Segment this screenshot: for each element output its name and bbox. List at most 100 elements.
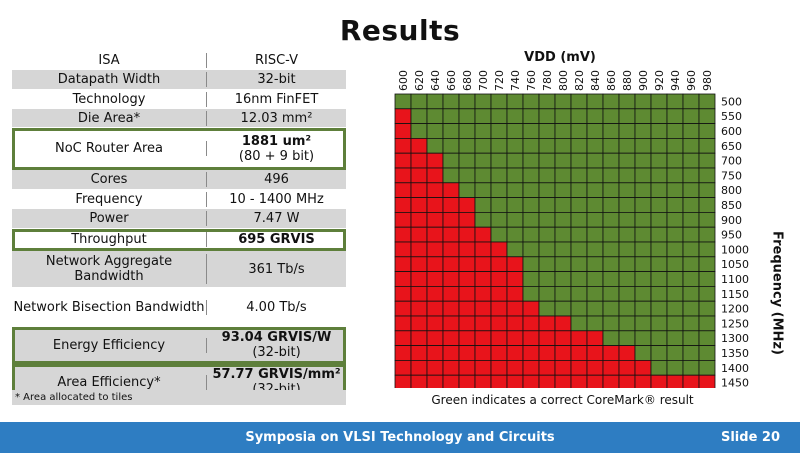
shmoo-cell-pass (602, 152, 620, 169)
shmoo-plot: VDD (mV) 600 620 640 660 680 700 720 740 760 780 8… (350, 48, 800, 408)
shmoo-cell-fail (442, 315, 460, 332)
shmoo-cell-pass (618, 226, 636, 243)
shmoo-cell-pass (602, 256, 620, 273)
shmoo-cell-fail (474, 285, 492, 302)
shmoo-cell-pass (602, 226, 620, 243)
shmoo-cell-pass (682, 226, 700, 243)
shmoo-cell-pass (618, 211, 636, 228)
shmoo-cell-fail (522, 330, 540, 346)
y-tick-label: 1050 (721, 258, 749, 271)
table-row: Cores 496 (12, 170, 346, 190)
shmoo-cell-pass (538, 271, 556, 287)
shmoo-cell-pass (522, 226, 540, 243)
shmoo-cell-pass (586, 226, 604, 243)
shmoo-cell-pass (602, 300, 620, 317)
shmoo-cell-pass (586, 300, 604, 317)
shmoo-cell-pass (666, 330, 684, 346)
shmoo-cell-pass (618, 300, 636, 317)
shmoo-cell-pass (634, 123, 652, 139)
shmoo-cell-fail (426, 285, 444, 302)
table-value-sub: (32-bit) (252, 345, 301, 360)
shmoo-cell-fail (442, 226, 460, 243)
shmoo-cell-fail (410, 226, 428, 243)
y-tick-label: 700 (721, 155, 742, 168)
shmoo-cell-pass (634, 93, 652, 110)
shmoo-cell-pass (410, 123, 428, 139)
shmoo-cell-fail (554, 359, 572, 376)
shmoo-cell-pass (602, 211, 620, 228)
slide-title: Results (339, 14, 461, 47)
shmoo-cell-pass (698, 330, 716, 346)
shmoo-cell-pass (570, 123, 588, 139)
shmoo-cell-pass (570, 271, 588, 287)
shmoo-cell-fail (394, 211, 412, 228)
shmoo-cell-pass (570, 285, 588, 302)
shmoo-cell-pass (426, 123, 444, 139)
shmoo-cell-pass (458, 123, 476, 139)
shmoo-cell-pass (490, 138, 508, 154)
table-row-highlighted: Energy Efficiency 93.04 GRVIS/W (32-bit) (12, 327, 346, 364)
shmoo-cell-pass (538, 138, 556, 154)
shmoo-cell-fail (490, 374, 508, 388)
shmoo-cell-fail (506, 374, 524, 388)
shmoo-cell-pass (618, 330, 636, 346)
shmoo-cell-pass (506, 152, 524, 169)
shmoo-cell-pass (682, 93, 700, 110)
shmoo-cell-pass (490, 152, 508, 169)
shmoo-cell-fail (698, 374, 716, 388)
shmoo-cell-pass (650, 152, 668, 169)
shmoo-cell-pass (666, 152, 684, 169)
shmoo-cell-pass (554, 241, 572, 258)
shmoo-cell-pass (522, 138, 540, 154)
shmoo-cell-pass (570, 93, 588, 110)
shmoo-cell-pass (634, 152, 652, 169)
shmoo-cell-fail (538, 315, 556, 332)
table-key: Area Efficiency* (12, 374, 207, 390)
shmoo-cell-fail (442, 211, 460, 228)
shmoo-cell-pass (474, 123, 492, 139)
y-tick-label: 600 (721, 125, 742, 138)
shmoo-cell-pass (682, 167, 700, 184)
shmoo-cell-fail (458, 256, 476, 273)
table-row: Network Aggregate Bandwidth 361 Tb/s (12, 251, 346, 288)
shmoo-cell-pass (506, 211, 524, 228)
shmoo-cell-pass (522, 211, 540, 228)
x-tick-label: 640 (429, 70, 442, 91)
shmoo-cell-fail (586, 359, 604, 376)
shmoo-cell-pass (506, 108, 524, 124)
shmoo-cell-pass (474, 152, 492, 169)
shmoo-cell-fail (458, 300, 476, 317)
table-key: Network Bisection Bandwidth (12, 299, 207, 315)
y-tick-label: 950 (721, 229, 742, 242)
shmoo-cell-pass (666, 256, 684, 273)
shmoo-cell-fail (410, 256, 428, 273)
shmoo-cell-pass (602, 167, 620, 184)
shmoo-cell-pass (618, 152, 636, 169)
shmoo-cell-fail (586, 330, 604, 346)
shmoo-cell-pass (666, 241, 684, 258)
shmoo-cell-fail (490, 271, 508, 287)
shmoo-cell-fail (538, 374, 556, 388)
shmoo-cell-fail (394, 197, 412, 213)
shmoo-cell-fail (474, 345, 492, 361)
shmoo-cell-pass (554, 285, 572, 302)
shmoo-cell-pass (666, 226, 684, 243)
table-key: Power (12, 211, 207, 226)
shmoo-cell-fail (474, 241, 492, 258)
y-tick-label: 900 (721, 214, 742, 227)
shmoo-cell-fail (394, 256, 412, 273)
shmoo-cell-fail (650, 374, 668, 388)
spec-table: ISA RISC-V Datapath Width 32-bit Technol… (12, 51, 346, 401)
shmoo-cell-pass (666, 108, 684, 124)
legend-caption: Green indicates a correct CoreMark® resu… (431, 393, 694, 407)
shmoo-cell-fail (426, 167, 444, 184)
shmoo-cell-fail (442, 345, 460, 361)
shmoo-cell-pass (666, 167, 684, 184)
shmoo-cell-pass (586, 285, 604, 302)
shmoo-cell-pass (522, 241, 540, 258)
y-tick-label: 1250 (721, 317, 749, 330)
shmoo-cell-fail (426, 197, 444, 213)
shmoo-cell-pass (586, 167, 604, 184)
shmoo-cell-fail (394, 167, 412, 184)
shmoo-cell-fail (522, 345, 540, 361)
